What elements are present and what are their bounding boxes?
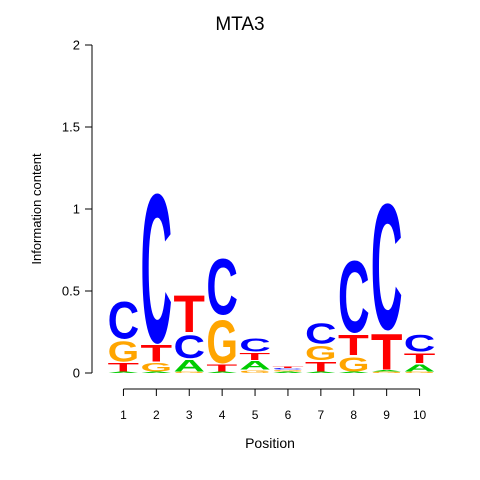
logo-letter-C: C	[404, 330, 436, 358]
logo-letter-A: A	[371, 370, 403, 372]
logo-letter-C: C	[338, 240, 370, 354]
logo-letter-A: A	[173, 357, 205, 376]
logo-letter-G: G	[272, 370, 304, 372]
logo-letter-G: G	[371, 371, 403, 373]
logo-letter-T: T	[108, 360, 140, 374]
logo-letter-A: A	[305, 371, 337, 373]
logo-letter-G: G	[141, 361, 173, 375]
logo-letter-C: C	[239, 336, 271, 356]
logo-letter-A: A	[108, 371, 140, 373]
logo-letter-G: G	[173, 371, 205, 373]
y-tick-label: 1	[73, 202, 80, 217]
y-tick-label: 0	[73, 366, 80, 381]
logo-letter-A: A	[338, 371, 370, 373]
x-tick-label: 9	[383, 408, 390, 422]
logo-letter-T: T	[141, 339, 173, 367]
y-axis-label: Information content	[29, 153, 44, 265]
logo-letter-A: A	[206, 371, 238, 373]
x-tick-label: 10	[413, 408, 427, 422]
logo-letter-T: T	[272, 366, 304, 368]
logo-letter-T: T	[404, 351, 436, 367]
logo-letter-T: T	[173, 285, 204, 344]
logo-letter-C: C	[272, 368, 304, 370]
x-tick-label: 1	[120, 408, 127, 422]
logo-letter-A: A	[141, 371, 173, 373]
logo-letter-A: A	[239, 359, 271, 373]
logo-letter-A: A	[272, 371, 304, 373]
logo-letter-C: C	[305, 318, 337, 350]
logo-letter-C: C	[371, 167, 403, 368]
y-tick-label: 1.5	[62, 120, 80, 135]
logo-letter-G: G	[305, 341, 337, 364]
logo-letter-G: G	[404, 371, 436, 373]
y-axis: 0 0.5 1 1.5 2	[62, 38, 93, 381]
x-axis-label: Position	[245, 435, 295, 451]
logo-letter-G: G	[206, 309, 238, 377]
logo-letter-C: C	[141, 151, 173, 388]
x-tick-label: 2	[153, 408, 160, 422]
logo-letter-C: C	[206, 242, 238, 331]
logo-letter-G: G	[338, 353, 370, 376]
chart-title: MTA3	[215, 14, 264, 35]
x-axis: 1 2 3 4 5 6 7 8 9 10	[120, 388, 427, 422]
logo-letter-T: T	[239, 351, 270, 362]
x-tick-label: 4	[219, 408, 226, 422]
y-tick-label: 2	[73, 38, 80, 53]
x-tick-label: 7	[318, 408, 325, 422]
logo-letter-C: C	[173, 330, 205, 366]
logo-letter-T: T	[305, 359, 337, 375]
x-tick-label: 5	[252, 408, 259, 422]
logo-letter-G: G	[108, 336, 140, 368]
x-tick-label: 6	[285, 408, 292, 422]
y-tick-label: 0.5	[62, 284, 80, 299]
logo-letter-T: T	[338, 329, 369, 361]
logo-letter-T: T	[371, 324, 403, 380]
logo-letter-G: G	[239, 369, 271, 374]
x-tick-label: 8	[350, 408, 357, 422]
logo-letter-A: A	[404, 362, 436, 373]
x-tick-label: 3	[186, 408, 193, 422]
logo-letter-C: C	[108, 292, 140, 351]
logo-letter-T: T	[206, 362, 237, 373]
